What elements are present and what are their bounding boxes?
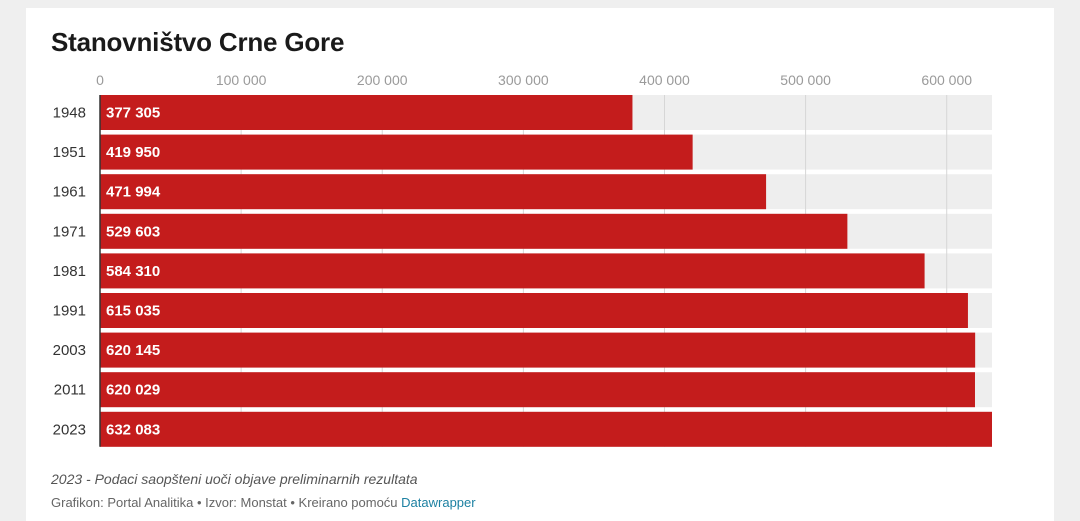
bar	[100, 253, 925, 289]
value-label: 419 950	[106, 144, 160, 161]
x-tick-label: 200 000	[357, 72, 408, 88]
bar	[100, 134, 693, 170]
value-label: 377 305	[106, 105, 160, 122]
bar	[100, 293, 968, 328]
bar	[100, 372, 975, 408]
x-tick-label: 100 000	[216, 72, 267, 88]
category-label: 1991	[53, 303, 86, 320]
bar	[100, 411, 992, 447]
bar	[100, 95, 633, 130]
x-tick-label: 600 000	[921, 72, 972, 88]
category-label: 2003	[53, 342, 86, 359]
chart-title: Stanovništvo Crne Gore	[51, 27, 345, 57]
category-label: 2023	[53, 421, 86, 438]
x-tick-label: 0	[96, 72, 104, 88]
bar	[100, 174, 767, 210]
category-label: 2011	[54, 382, 86, 399]
category-label: 1981	[53, 263, 86, 280]
value-label: 620 145	[106, 342, 160, 359]
category-label: 1961	[53, 184, 86, 201]
category-label: 1948	[53, 105, 86, 122]
value-label: 471 994	[106, 184, 161, 201]
chart-footnote: 2023 - Podaci saopšteni uoči objave prel…	[51, 471, 418, 487]
category-label: 1971	[53, 223, 86, 240]
x-tick-label: 400 000	[639, 72, 690, 88]
bar	[100, 213, 848, 249]
value-label: 632 083	[106, 421, 160, 438]
value-label: 584 310	[106, 263, 160, 280]
credits-text: Grafikon: Portal Analitika • Izvor: Mons…	[51, 495, 402, 510]
datawrapper-link[interactable]: Datawrapper	[401, 495, 476, 510]
value-label: 529 603	[106, 223, 160, 240]
value-label: 620 029	[106, 382, 160, 399]
chart-credits: Grafikon: Portal Analitika • Izvor: Mons…	[51, 495, 476, 510]
x-tick-label: 500 000	[780, 72, 831, 88]
category-label: 1951	[53, 144, 86, 161]
bar-chart: 0 100 000 200 000 300 000 400 000 500 000 600 …	[53, 72, 992, 447]
value-label: 615 035	[106, 303, 160, 320]
x-tick-label: 300 000	[498, 72, 549, 88]
bar	[100, 332, 976, 368]
